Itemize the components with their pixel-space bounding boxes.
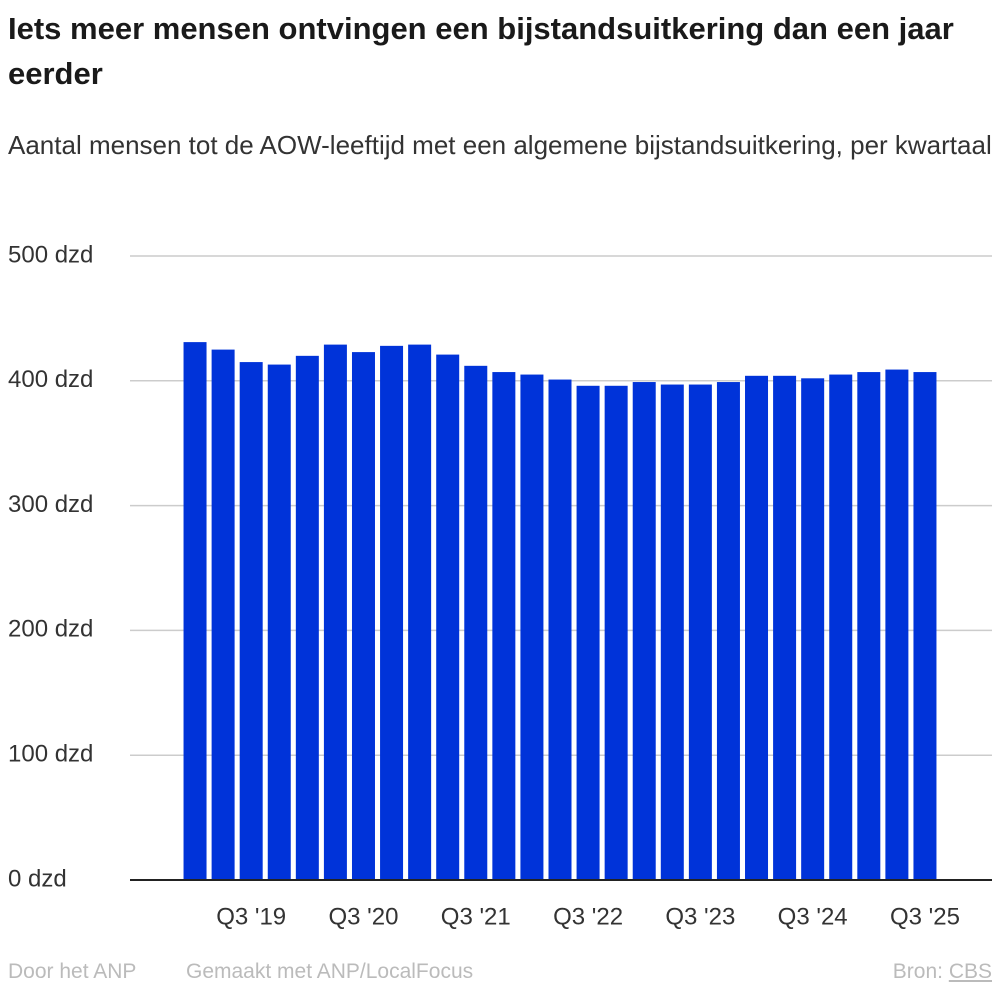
bar bbox=[183, 342, 207, 880]
footer-source: Bron: CBS bbox=[893, 960, 992, 984]
bar bbox=[745, 375, 769, 880]
footer-author: Door het ANP bbox=[8, 960, 137, 983]
bar bbox=[323, 344, 347, 880]
bar bbox=[295, 355, 319, 881]
source-label: Bron: bbox=[892, 960, 943, 983]
bar bbox=[520, 374, 544, 880]
bar bbox=[351, 352, 375, 880]
bar bbox=[436, 354, 460, 880]
bar bbox=[211, 349, 235, 881]
x-tick-label: Q3 '20 bbox=[328, 903, 398, 930]
bar bbox=[464, 365, 488, 881]
footer-made-with: Gemaakt met ANP/LocalFocus bbox=[186, 960, 474, 983]
bar bbox=[492, 372, 516, 880]
bar bbox=[239, 362, 263, 881]
chart-subtitle: Aantal mensen tot de AOW-leeftijd met ee… bbox=[8, 130, 992, 160]
bar bbox=[857, 372, 881, 880]
bar bbox=[913, 372, 937, 880]
bar bbox=[267, 364, 291, 880]
chart-title: Iets meer mensen ontvingen een bijstands… bbox=[8, 11, 954, 91]
bar bbox=[576, 385, 600, 880]
x-tick-label: Q3 '19 bbox=[216, 903, 286, 930]
x-tick-label: Q3 '25 bbox=[890, 903, 960, 930]
y-tick-label: 400 dzd bbox=[8, 366, 93, 393]
bar bbox=[604, 385, 628, 880]
source-link[interactable]: CBS bbox=[948, 960, 992, 983]
bar bbox=[688, 384, 712, 880]
x-tick-label: Q3 '24 bbox=[778, 903, 848, 930]
x-tick-label: Q3 '23 bbox=[665, 903, 735, 930]
bar bbox=[829, 374, 853, 880]
bar bbox=[660, 384, 684, 880]
y-tick-label: 200 dzd bbox=[8, 616, 93, 643]
x-tick-label: Q3 '22 bbox=[553, 903, 623, 930]
bar bbox=[408, 344, 432, 880]
bar bbox=[380, 345, 404, 881]
y-tick-label: 500 dzd bbox=[8, 241, 93, 268]
bar bbox=[548, 379, 572, 880]
bar bbox=[773, 375, 797, 880]
bar bbox=[632, 382, 656, 880]
bar bbox=[801, 378, 825, 880]
y-tick-label: 0 dzd bbox=[8, 865, 67, 892]
bar bbox=[885, 369, 909, 880]
y-tick-label: 300 dzd bbox=[8, 491, 93, 518]
y-tick-label: 100 dzd bbox=[8, 741, 93, 768]
bar bbox=[716, 382, 740, 880]
x-tick-label: Q3 '21 bbox=[441, 903, 511, 930]
